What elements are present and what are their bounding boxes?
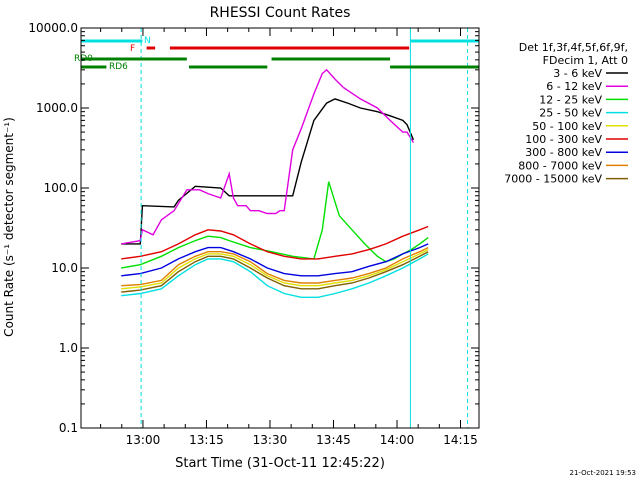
flag-label-n: N (144, 36, 151, 46)
series-line-7 (121, 246, 429, 287)
x-tick-label-2: 13:30 (253, 433, 288, 447)
legend-label-7: 800 - 7000 keV (518, 159, 602, 172)
legend-label-5: 100 - 300 keV (525, 133, 602, 146)
footer-date: 21-Oct-2021 19:53 (570, 469, 636, 477)
x-axis-label: Start Time (31-Oct-11 12:45:22) (175, 456, 385, 471)
legend-label-1: 6 - 12 keV (546, 80, 602, 93)
series-line-1 (121, 68, 414, 245)
x-tick-label-0: 13:00 (126, 433, 161, 447)
x-tick-label-1: 13:15 (189, 433, 224, 447)
flags-layer: NF RD0 RD6 (74, 36, 479, 72)
series-line-0 (121, 98, 415, 245)
legend-label-3: 25 - 50 keV (539, 107, 602, 120)
series-line-6 (121, 243, 429, 277)
x-tick-label-4: 14:00 (380, 433, 415, 447)
y-tick-label-3: 100.0 (44, 181, 78, 195)
legend-label-8: 7000 - 15000 keV (504, 173, 602, 186)
series-line-4 (121, 248, 429, 290)
chart-title: RHESSI Count Rates (210, 5, 351, 21)
series-line-5 (121, 225, 429, 260)
x-tick-label-5: 14:15 (443, 433, 478, 447)
y-tick-label-0: 0.1 (59, 421, 78, 435)
plot-frame (80, 27, 480, 429)
legend-label-2: 12 - 25 keV (539, 93, 602, 106)
x-tick-label-3: 13:45 (316, 433, 351, 447)
time-marker-lines-layer (140, 28, 469, 428)
flag-label-rd0: RD0 (74, 54, 93, 64)
flag-label-rd6: RD6 (109, 62, 128, 72)
y-axis-label: Count Rate (s⁻¹ detector segment⁻¹) (2, 117, 16, 337)
legend-label-4: 50 - 100 keV (532, 120, 602, 133)
legend-label-0: 3 - 6 keV (553, 67, 602, 80)
series-line-2 (121, 181, 429, 269)
legend-label-6: 300 - 800 keV (525, 146, 602, 159)
series-line-3 (121, 253, 429, 298)
series-line-8 (121, 251, 429, 293)
series-lines-layer (121, 68, 429, 298)
legend: Det 1f,3f,4f,5f,6f,9f,FDecim 1, Att 03 -… (504, 41, 628, 186)
legend-header-0: Det 1f,3f,4f,5f,6f,9f, (519, 41, 628, 54)
axes-layer: 0.1 1.0 10.0 100.0 1000.0 10000.0 13:00 13:15 13… (28, 21, 480, 447)
y-tick-label-4: 1000.0 (36, 101, 78, 115)
y-tick-label-5: 10000.0 (28, 21, 78, 35)
legend-header-1: FDecim 1, Att 0 (543, 54, 628, 67)
y-tick-label-2: 10.0 (51, 261, 78, 275)
flag-label-f: F (130, 44, 135, 54)
y-tick-label-1: 1.0 (59, 341, 78, 355)
